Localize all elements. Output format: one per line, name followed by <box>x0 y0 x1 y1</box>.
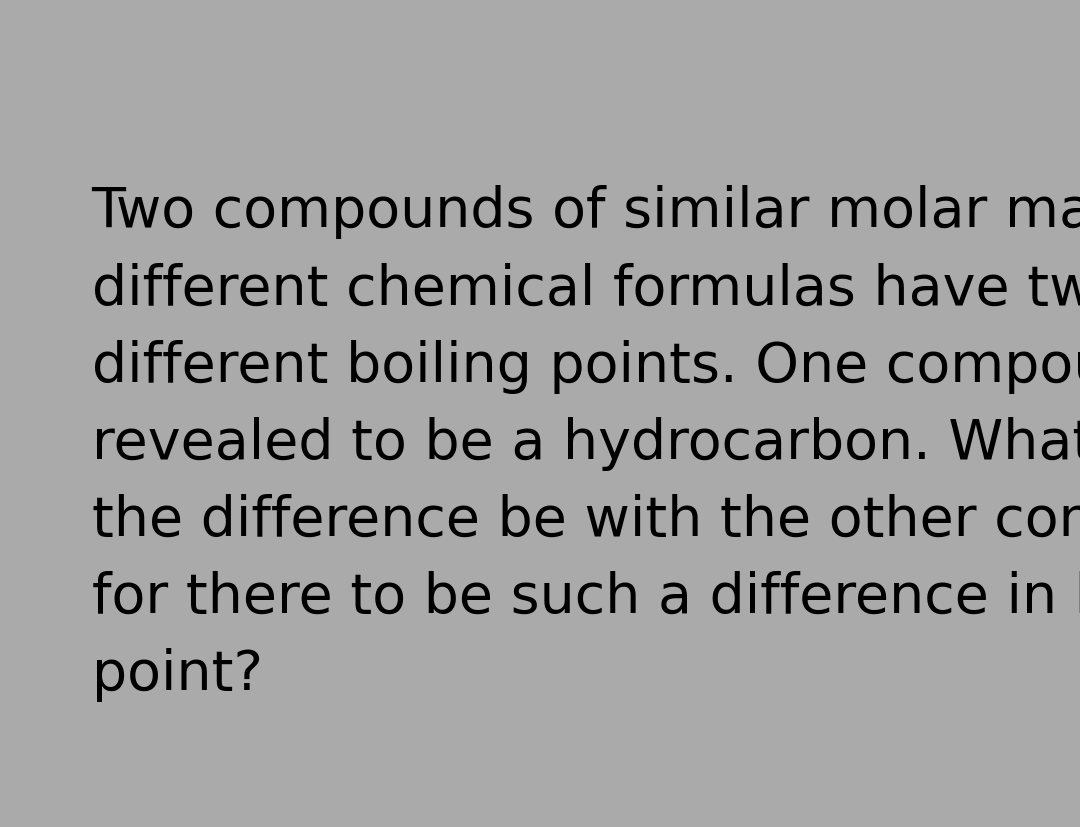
Text: Two compounds of similar molar mass, but
different chemical formulas have two ve: Two compounds of similar molar mass, but… <box>92 185 1080 702</box>
